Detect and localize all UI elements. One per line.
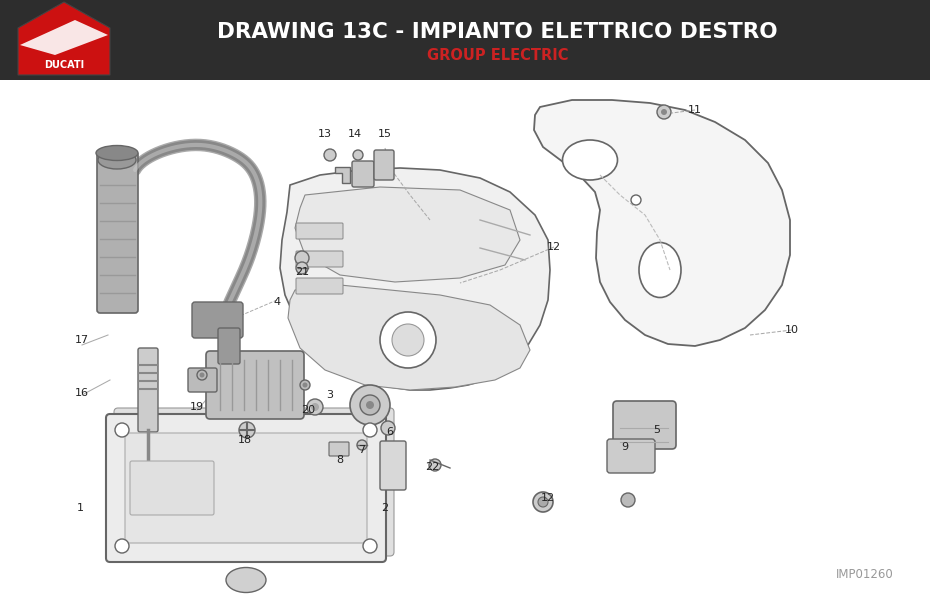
Text: 6: 6 xyxy=(387,427,393,437)
Text: 21: 21 xyxy=(295,267,309,277)
FancyBboxPatch shape xyxy=(130,461,214,515)
Circle shape xyxy=(353,150,363,160)
Text: 19: 19 xyxy=(190,402,204,412)
FancyBboxPatch shape xyxy=(352,161,374,187)
Ellipse shape xyxy=(98,151,136,169)
Text: 16: 16 xyxy=(75,388,89,398)
Text: 18: 18 xyxy=(238,435,252,445)
FancyBboxPatch shape xyxy=(613,401,676,449)
FancyBboxPatch shape xyxy=(138,348,158,432)
Text: 4: 4 xyxy=(273,297,281,307)
Circle shape xyxy=(115,423,129,437)
FancyBboxPatch shape xyxy=(380,441,406,490)
Text: 12: 12 xyxy=(541,493,555,503)
Circle shape xyxy=(200,372,205,377)
Circle shape xyxy=(381,421,395,435)
Ellipse shape xyxy=(563,140,618,180)
Circle shape xyxy=(197,370,207,380)
Circle shape xyxy=(239,422,255,438)
Circle shape xyxy=(296,262,308,274)
Circle shape xyxy=(360,395,380,415)
FancyBboxPatch shape xyxy=(296,278,343,294)
Circle shape xyxy=(631,195,641,205)
Text: 13: 13 xyxy=(318,129,332,139)
Circle shape xyxy=(380,312,436,368)
Text: 12: 12 xyxy=(547,242,561,252)
Circle shape xyxy=(302,383,308,387)
FancyBboxPatch shape xyxy=(206,351,304,419)
FancyBboxPatch shape xyxy=(192,302,243,338)
Circle shape xyxy=(307,399,323,415)
Circle shape xyxy=(657,105,671,119)
Circle shape xyxy=(366,401,374,409)
Circle shape xyxy=(115,539,129,553)
Text: 14: 14 xyxy=(348,129,362,139)
FancyBboxPatch shape xyxy=(296,223,343,239)
FancyBboxPatch shape xyxy=(188,368,217,392)
Circle shape xyxy=(538,497,548,507)
Bar xyxy=(0,0,930,80)
Circle shape xyxy=(661,109,667,115)
Polygon shape xyxy=(295,187,520,282)
Text: 3: 3 xyxy=(326,390,334,400)
FancyBboxPatch shape xyxy=(296,251,343,267)
Text: IMP01260: IMP01260 xyxy=(836,568,894,581)
Text: 9: 9 xyxy=(621,442,629,452)
FancyBboxPatch shape xyxy=(106,414,386,562)
Text: DUCATI: DUCATI xyxy=(44,60,84,70)
Ellipse shape xyxy=(639,243,681,298)
FancyBboxPatch shape xyxy=(374,150,394,180)
FancyBboxPatch shape xyxy=(218,328,240,364)
Text: 10: 10 xyxy=(785,325,799,335)
Circle shape xyxy=(350,385,390,425)
Polygon shape xyxy=(20,20,108,55)
Circle shape xyxy=(300,380,310,390)
Text: 11: 11 xyxy=(688,105,702,115)
Text: 20: 20 xyxy=(301,405,315,415)
FancyBboxPatch shape xyxy=(97,152,138,313)
Circle shape xyxy=(429,459,441,471)
Text: 7: 7 xyxy=(358,445,365,455)
Ellipse shape xyxy=(96,146,138,161)
Circle shape xyxy=(295,251,309,265)
FancyBboxPatch shape xyxy=(607,439,655,473)
Text: 2: 2 xyxy=(381,503,389,513)
Circle shape xyxy=(363,539,377,553)
Text: 15: 15 xyxy=(378,129,392,139)
Text: 1: 1 xyxy=(76,503,84,513)
FancyBboxPatch shape xyxy=(114,408,394,556)
Circle shape xyxy=(621,493,635,507)
Circle shape xyxy=(357,440,367,450)
Polygon shape xyxy=(18,2,110,75)
Circle shape xyxy=(311,403,319,411)
Polygon shape xyxy=(288,285,530,390)
Ellipse shape xyxy=(226,568,266,593)
Text: 17: 17 xyxy=(75,335,89,345)
Polygon shape xyxy=(335,167,350,183)
Text: GROUP ELECTRIC: GROUP ELECTRIC xyxy=(427,49,568,64)
Polygon shape xyxy=(534,100,790,346)
Circle shape xyxy=(324,149,336,161)
Circle shape xyxy=(392,324,424,356)
Circle shape xyxy=(533,492,553,512)
FancyBboxPatch shape xyxy=(329,442,349,456)
Circle shape xyxy=(363,423,377,437)
FancyBboxPatch shape xyxy=(125,433,367,543)
Text: 22: 22 xyxy=(425,462,439,472)
Text: 5: 5 xyxy=(654,425,660,435)
Text: 8: 8 xyxy=(337,455,343,465)
Polygon shape xyxy=(280,168,550,390)
Text: DRAWING 13C - IMPIANTO ELETTRICO DESTRO: DRAWING 13C - IMPIANTO ELETTRICO DESTRO xyxy=(218,22,777,42)
